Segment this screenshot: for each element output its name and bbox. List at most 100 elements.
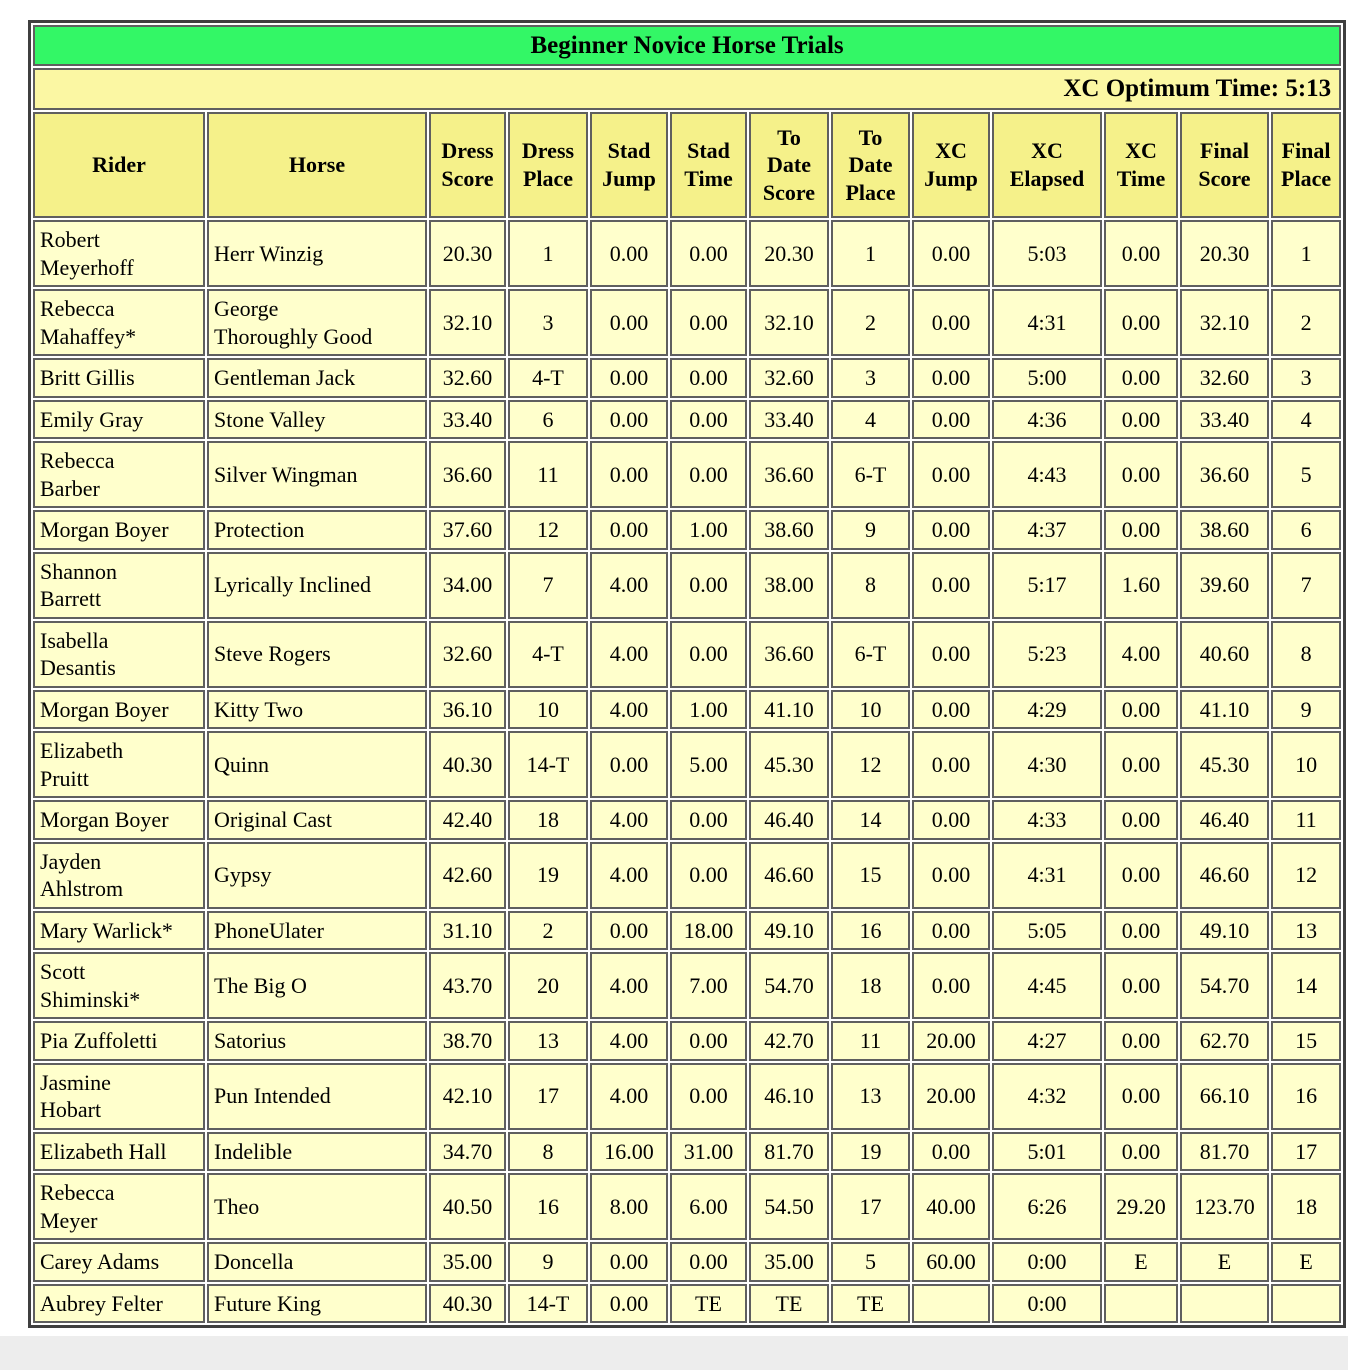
table-row: Morgan Boyer Protection 37.60 12 0.00 1.00 38.… [33, 510, 1342, 550]
cell-rider: Emily Gray [33, 399, 205, 439]
cell-to-date-place: 19 [831, 1131, 910, 1171]
cell-dress-place: 6 [508, 399, 588, 439]
cell-dress-score: 36.60 [429, 441, 506, 508]
cell-to-date-score: 49.10 [749, 910, 829, 950]
cell-to-date-score: 45.30 [749, 731, 829, 798]
cell-dress-place: 1 [508, 220, 588, 287]
cell-xc-elapsed: 5:23 [992, 620, 1102, 688]
table-row: Pia Zuffoletti Satorius 38.70 13 4.00 0.00 42.… [33, 1021, 1342, 1061]
cell-stad-time: TE [670, 1283, 747, 1323]
cell-dress-score: 42.60 [429, 841, 506, 909]
cell-xc-elapsed: 5:17 [992, 551, 1102, 619]
cell-dress-place: 4-T [508, 620, 588, 688]
cell-to-date-place: 16 [831, 910, 910, 950]
table-row: Elizabeth Hall Indelible 34.70 8 16.00 31.00 8… [33, 1131, 1342, 1171]
cell-rider: Mary Warlick* [33, 910, 205, 950]
header-cell-horse: Horse [207, 111, 427, 218]
cell-stad-jump: 0.00 [590, 358, 668, 398]
cell-to-date-score: 38.00 [749, 551, 829, 619]
cell-dress-place: 12 [508, 510, 588, 550]
title-row: Beginner Novice Horse Trials [33, 25, 1342, 67]
page-title: Beginner Novice Horse Trials [33, 25, 1342, 67]
cell-xc-jump [912, 1283, 990, 1323]
page: Beginner Novice Horse Trials XC Optimum … [0, 0, 1348, 1336]
cell-final-place [1271, 1283, 1342, 1323]
cell-xc-jump: 0.00 [912, 220, 990, 287]
cell-xc-jump: 20.00 [912, 1021, 990, 1061]
cell-xc-jump: 0.00 [912, 551, 990, 619]
cell-xc-elapsed: 4:27 [992, 1021, 1102, 1061]
cell-xc-time: 0.00 [1104, 800, 1178, 840]
cell-final-place: 5 [1271, 441, 1342, 508]
cell-to-date-place: 14 [831, 800, 910, 840]
cell-dress-score: 34.00 [429, 551, 506, 619]
cell-rider: Isabella Desantis [33, 620, 205, 688]
cell-stad-jump: 4.00 [590, 800, 668, 840]
table-row: Scott Shiminski* The Big O 43.70 20 4.00 7.00… [33, 952, 1342, 1019]
cell-to-date-place: 11 [831, 1021, 910, 1061]
cell-rider: Morgan Boyer [33, 510, 205, 550]
cell-dress-score: 42.40 [429, 800, 506, 840]
cell-stad-time: 0.00 [670, 800, 747, 840]
cell-xc-time: 0.00 [1104, 731, 1178, 798]
cell-dress-place: 9 [508, 1242, 588, 1282]
table-row: Mary Warlick* PhoneUlater 31.10 2 0.00 18.00 4… [33, 910, 1342, 950]
cell-xc-time: 4.00 [1104, 620, 1178, 688]
cell-to-date-place: 8 [831, 551, 910, 619]
cell-xc-time: 0.00 [1104, 510, 1178, 550]
cell-xc-jump: 0.00 [912, 800, 990, 840]
cell-to-date-score: 46.10 [749, 1062, 829, 1130]
cell-to-date-score: TE [749, 1283, 829, 1323]
cell-to-date-score: 81.70 [749, 1131, 829, 1171]
cell-final-score: E [1180, 1242, 1269, 1282]
cell-final-place: 14 [1271, 952, 1342, 1019]
cell-rider: Pia Zuffoletti [33, 1021, 205, 1061]
cell-final-score: 62.70 [1180, 1021, 1269, 1061]
cell-final-score: 41.10 [1180, 689, 1269, 729]
header-cell-dress-score: Dress Score [429, 111, 506, 218]
cell-dress-score: 36.10 [429, 689, 506, 729]
table-row: Britt Gillis Gentleman Jack 32.60 4-T 0.00 0.… [33, 358, 1342, 398]
cell-xc-time: 0.00 [1104, 952, 1178, 1019]
cell-to-date-place: TE [831, 1283, 910, 1323]
cell-xc-time [1104, 1283, 1178, 1323]
cell-final-score: 40.60 [1180, 620, 1269, 688]
cell-final-place: 6 [1271, 510, 1342, 550]
cell-final-place: 15 [1271, 1021, 1342, 1061]
cell-to-date-score: 36.60 [749, 441, 829, 508]
cell-stad-jump: 0.00 [590, 510, 668, 550]
cell-final-place: 12 [1271, 841, 1342, 909]
cell-xc-elapsed: 4:45 [992, 952, 1102, 1019]
cell-to-date-score: 54.50 [749, 1173, 829, 1240]
cell-xc-time: 29.20 [1104, 1173, 1178, 1240]
cell-final-place: 8 [1271, 620, 1342, 688]
cell-final-score: 66.10 [1180, 1062, 1269, 1130]
cell-final-place: 13 [1271, 910, 1342, 950]
cell-final-place: 16 [1271, 1062, 1342, 1130]
table-row: Robert Meyerhoff Herr Winzig 20.30 1 0.00 0.0… [33, 220, 1342, 287]
cell-final-place: 3 [1271, 358, 1342, 398]
cell-rider: Elizabeth Pruitt [33, 731, 205, 798]
cell-to-date-score: 46.60 [749, 841, 829, 909]
cell-rider: Rebecca Meyer [33, 1173, 205, 1240]
cell-xc-elapsed: 4:33 [992, 800, 1102, 840]
cell-stad-time: 6.00 [670, 1173, 747, 1240]
cell-final-place: 9 [1271, 689, 1342, 729]
cell-final-place: 4 [1271, 399, 1342, 439]
cell-horse: PhoneUlater [207, 910, 427, 950]
cell-xc-jump: 0.00 [912, 510, 990, 550]
cell-xc-elapsed: 4:29 [992, 689, 1102, 729]
cell-stad-time: 18.00 [670, 910, 747, 950]
cell-dress-score: 32.60 [429, 620, 506, 688]
cell-final-score: 32.10 [1180, 289, 1269, 356]
cell-xc-jump: 0.00 [912, 689, 990, 729]
header-cell-final-place: Final Place [1271, 111, 1342, 218]
cell-xc-jump: 0.00 [912, 1131, 990, 1171]
cell-stad-jump: 0.00 [590, 1242, 668, 1282]
cell-xc-time: 0.00 [1104, 1021, 1178, 1061]
cell-horse: Protection [207, 510, 427, 550]
cell-final-score: 39.60 [1180, 551, 1269, 619]
header-cell-stad-jump: Stad Jump [590, 111, 668, 218]
cell-stad-time: 0.00 [670, 358, 747, 398]
cell-stad-time: 0.00 [670, 289, 747, 356]
